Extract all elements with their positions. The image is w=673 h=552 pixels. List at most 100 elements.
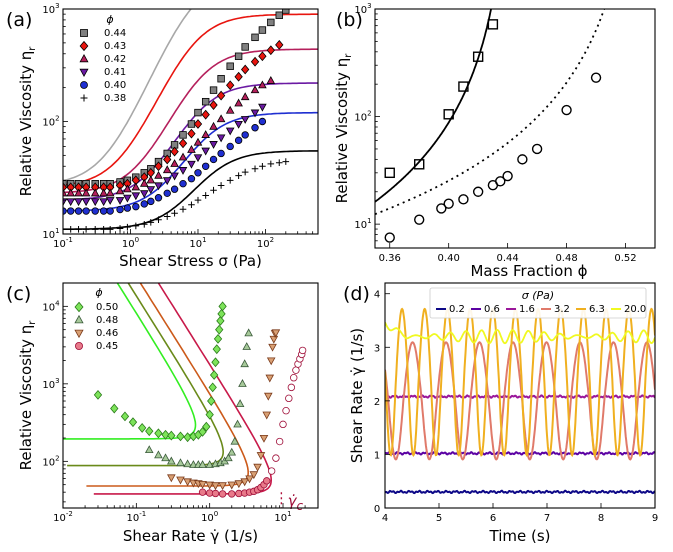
legend-marker-0.50 [74, 301, 84, 313]
data-point-c-0.48 [205, 460, 214, 468]
data-point-c-0.45 [272, 454, 280, 462]
data-point-b-1 [502, 170, 513, 182]
data-point-0.44 [251, 33, 259, 42]
x-tick-label: 8 [598, 513, 604, 524]
data-point-0.41 [209, 141, 218, 149]
data-point-0.40 [132, 202, 140, 211]
data-point-0.38 [267, 160, 275, 168]
data-point-0.43 [163, 154, 172, 165]
data-point-0.40 [209, 155, 218, 164]
data-point-0.42 [99, 188, 108, 197]
data-point-0.43 [178, 138, 188, 149]
data-point-c-0.50 [213, 333, 223, 344]
data-point-b-0 [443, 109, 454, 120]
data-point-0.40 [123, 204, 132, 212]
data-point-0.41 [240, 116, 250, 124]
data-point-c-0.46 [234, 480, 244, 489]
x-tick-label: 100 [201, 510, 218, 524]
data-point-c-0.45 [285, 394, 293, 403]
data-point-0.38 [140, 220, 148, 228]
x-axis-label: Mass Fraction ϕ [470, 262, 587, 280]
legend-label-0.46: 0.46 [96, 328, 118, 339]
data-point-c-0.46 [245, 475, 254, 484]
data-point-c-0.46 [240, 478, 249, 487]
data-point-c-0.46 [259, 434, 269, 443]
data-point-c-0.50 [128, 417, 138, 428]
data-point-b-1 [590, 72, 602, 83]
x-tick-label: 100 [122, 236, 139, 250]
data-point-0.40 [187, 175, 196, 183]
data-point-c-0.50 [120, 411, 130, 422]
data-point-0.38 [251, 165, 259, 173]
data-point-0.38 [259, 162, 266, 170]
data-point-0.43 [193, 119, 203, 129]
data-point-c-0.48 [144, 445, 154, 454]
legend-marker-0.45 [75, 341, 84, 350]
legend-label-0.44: 0.44 [104, 28, 126, 39]
data-point-0.42 [201, 130, 210, 138]
data-point-c-0.45 [275, 437, 284, 446]
data-point-0.38 [63, 226, 67, 233]
data-point-0.40 [258, 117, 267, 126]
data-point-c-0.50 [215, 324, 224, 335]
data-point-0.41 [187, 160, 196, 169]
panel-label-a: (a) [6, 9, 32, 31]
trace-20.0 [385, 321, 655, 345]
data-point-c-0.45 [198, 488, 207, 496]
axes-frame-d [384, 282, 656, 509]
legend-title: σ (Pa) [522, 289, 554, 302]
data-point-0.38 [179, 205, 187, 213]
data-point-0.38 [124, 223, 131, 231]
x-tick-label: 0.52 [614, 253, 636, 264]
data-point-0.40 [241, 131, 249, 139]
data-point-0.42 [162, 165, 172, 174]
data-point-0.40 [116, 205, 124, 214]
plot-area-c [63, 283, 307, 498]
data-point-b-1 [561, 104, 572, 116]
data-point-c-0.46 [167, 474, 176, 483]
data-point-c-0.45 [263, 477, 271, 485]
data-point-0.44 [194, 108, 202, 117]
data-point-c-0.48 [233, 419, 242, 428]
legend-label-0.2: 0.2 [449, 304, 465, 315]
data-point-c-0.46 [253, 463, 262, 472]
data-point-0.41 [81, 198, 91, 207]
x-tick-label: 0.40 [438, 253, 460, 264]
y-tick-label: 103 [42, 2, 59, 16]
data-point-0.41 [115, 197, 125, 205]
data-point-0.42 [225, 105, 235, 114]
y-tick-label: 101 [354, 217, 371, 231]
data-point-0.38 [217, 182, 225, 189]
data-point-0.40 [226, 142, 234, 151]
data-point-c-0.50 [208, 382, 217, 393]
x-tick-label: 0.44 [496, 253, 518, 264]
y-axis-label: Relative Viscosity ηr [17, 320, 38, 471]
y-axis-label: Shear Rate γ̇ (1/s) [348, 328, 366, 463]
data-point-0.44 [282, 9, 290, 14]
data-point-c-0.45 [290, 373, 298, 382]
data-point-0.41 [162, 177, 172, 186]
data-point-0.43 [201, 109, 210, 120]
y-tick-label: 3 [374, 343, 380, 354]
x-tick-label: 5 [436, 513, 442, 524]
legend-marker-0.40 [80, 81, 88, 89]
data-point-c-0.46 [176, 476, 185, 485]
data-point-c-0.46 [205, 481, 214, 490]
data-point-0.41 [139, 190, 149, 199]
data-point-b-1 [436, 203, 447, 214]
legend-label-6.3: 6.3 [589, 304, 605, 315]
data-point-0.42 [170, 159, 179, 167]
data-point-c-0.45 [282, 407, 290, 415]
data-point-c-0.50 [218, 301, 227, 312]
data-point-0.41 [193, 154, 203, 163]
fit-curve-0.38 [63, 150, 318, 230]
legend-label-20.0: 20.0 [624, 304, 646, 315]
data-point-0.38 [210, 186, 217, 194]
panel-a-chart: 10-1 100 101 102 101 102 103 Shear Stress σ (Pa… [17, 2, 319, 270]
data-point-0.40 [140, 200, 148, 208]
trace-6.3 [385, 307, 655, 458]
legend-marker-0.38 [80, 94, 88, 102]
data-point-c-0.48 [227, 447, 237, 456]
